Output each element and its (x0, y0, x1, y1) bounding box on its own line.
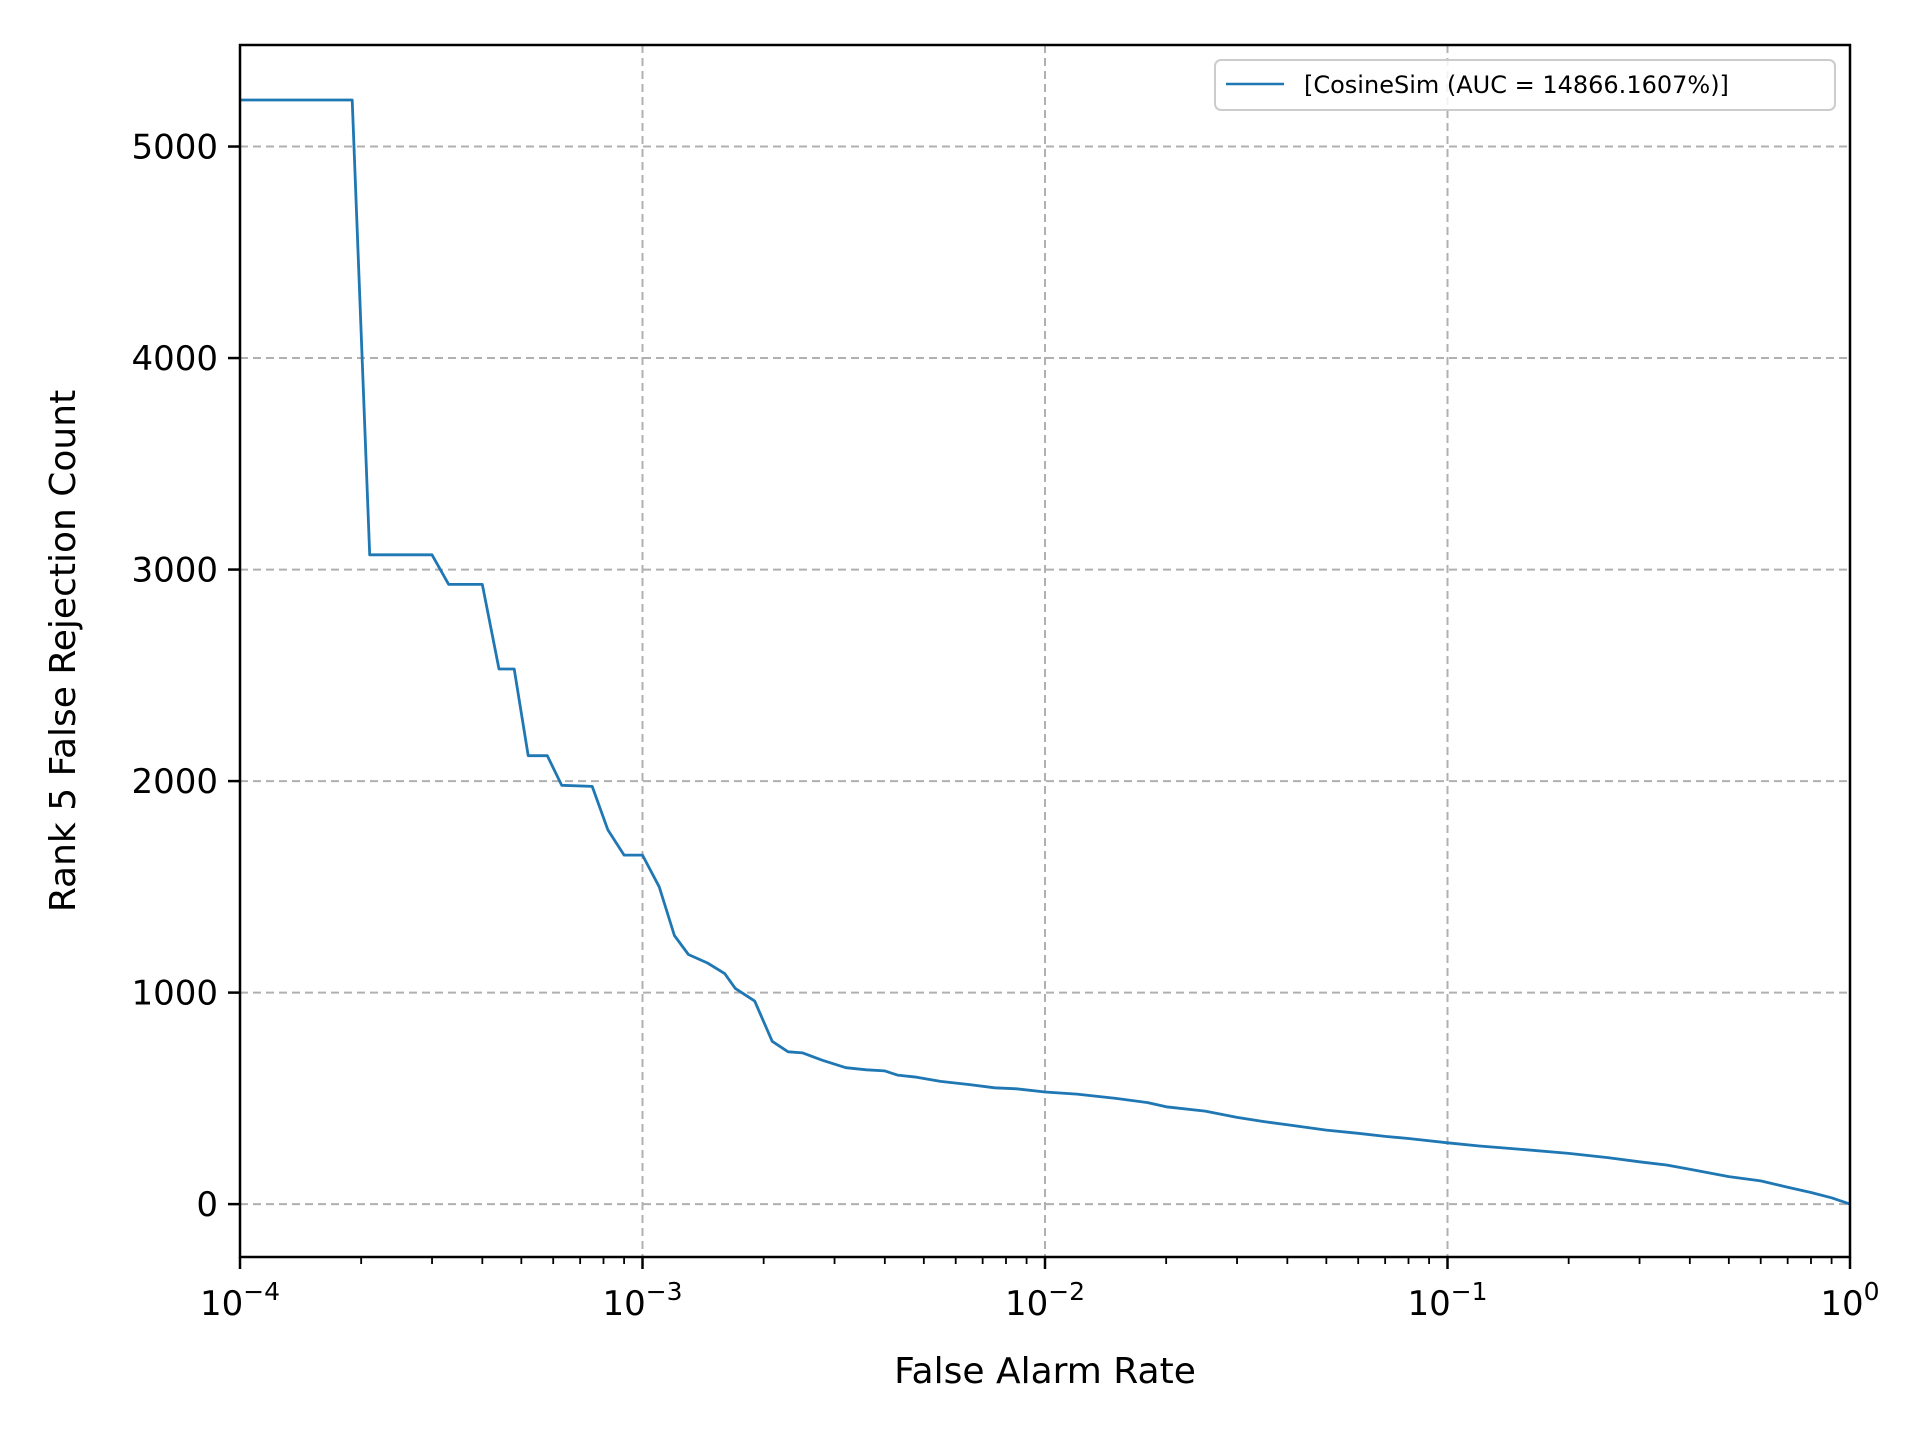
y-tick-label: 5000 (131, 128, 218, 168)
legend-box (1214, 59, 1836, 111)
x-axis-title: False Alarm Rate (894, 1351, 1196, 1392)
y-tick-label: 0 (196, 1185, 218, 1225)
y-tick-label: 3000 (131, 551, 218, 591)
x-tick-label: 10−3 (602, 1277, 682, 1324)
series-layer (240, 98, 1851, 1206)
series-line-0 (240, 98, 1851, 1206)
legend: [CosineSim (AUC = 14866.1607%)] (1214, 59, 1836, 111)
x-tick-label: 10−4 (200, 1277, 280, 1324)
y-axis-title: Rank 5 False Rejection Count (43, 390, 84, 912)
y-tick-label: 4000 (131, 339, 218, 379)
y-tick-label: 2000 (131, 762, 218, 802)
legend-label: [CosineSim (AUC = 14866.1607%)] (1304, 71, 1729, 99)
x-tick-label: 10−1 (1407, 1277, 1487, 1324)
x-tick-label: 10−2 (1005, 1277, 1085, 1324)
y-tick-label: 1000 (131, 974, 218, 1014)
x-tick-label: 100 (1820, 1277, 1879, 1324)
